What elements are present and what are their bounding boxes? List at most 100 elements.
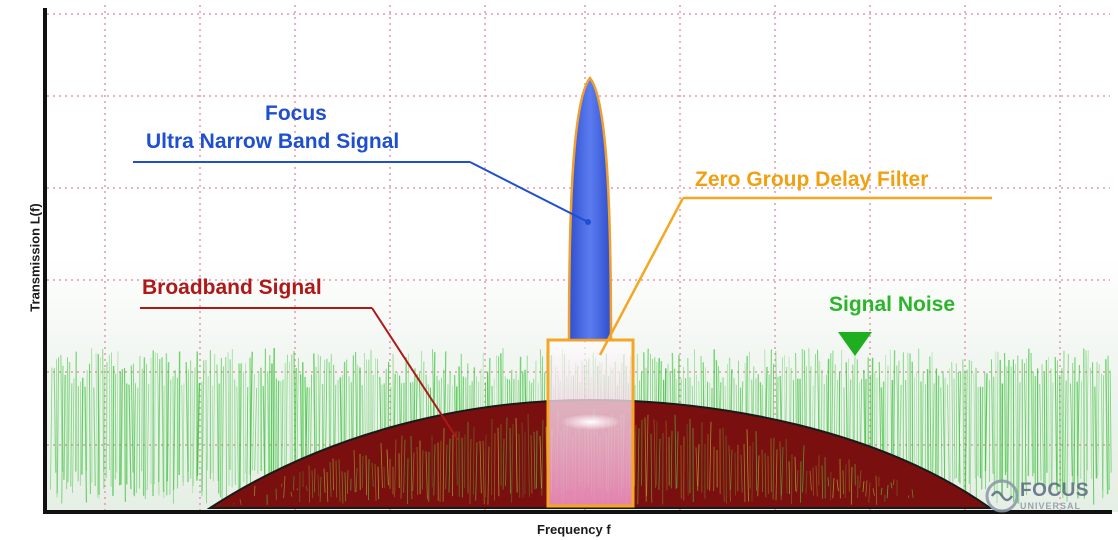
noise-stroke: [70, 383, 73, 487]
noise-stroke: [243, 371, 245, 483]
noise-stroke: [246, 387, 249, 492]
broadband-noise-stroke: [521, 422, 524, 498]
broadband-noise-stroke: [365, 455, 367, 496]
noise-stroke: [931, 383, 935, 488]
noise-stroke: [1076, 381, 1079, 499]
noise-stroke: [63, 374, 66, 480]
noise-stroke: [1077, 364, 1080, 476]
noise-stroke: [1101, 373, 1103, 491]
broadband-noise-stroke: [290, 491, 293, 497]
broadband-noise-stroke: [781, 447, 784, 496]
noise-stroke: [142, 357, 146, 496]
noise-stroke: [1004, 353, 1007, 476]
noise-stroke: [153, 352, 156, 485]
broadband-noise-stroke: [644, 417, 647, 502]
noise-stroke: [173, 370, 176, 490]
noise-stroke: [161, 357, 165, 492]
noise-stroke: [1054, 357, 1058, 490]
noise-stroke: [1017, 382, 1021, 504]
broadband-noise-stroke: [442, 427, 445, 502]
broadband-noise-stroke: [539, 436, 542, 489]
broadband-noise-stroke: [541, 419, 544, 496]
broadband-noise-stroke: [880, 487, 883, 496]
noise-stroke: [268, 355, 271, 494]
broadband-noise-stroke: [335, 460, 338, 498]
broadband-noise-stroke: [377, 466, 380, 500]
broadband-noise-stroke: [670, 430, 673, 489]
noise-stroke: [112, 366, 115, 496]
broadband-noise-stroke: [439, 440, 442, 503]
focus-label: Focus: [265, 102, 327, 125]
broadband-noise-stroke: [637, 428, 640, 505]
broadband-noise-stroke: [497, 427, 500, 497]
broadband-noise-stroke: [311, 470, 314, 499]
noise-stroke: [1015, 364, 1018, 498]
noise-stroke: [1061, 368, 1064, 493]
noise-stroke: [1062, 350, 1065, 499]
noise-stroke: [105, 362, 108, 479]
broadband-noise-stroke: [788, 461, 791, 495]
broadband-noise-stroke: [464, 434, 466, 488]
filter-pointer-line: [598, 197, 685, 356]
broadband-noise-stroke: [836, 479, 839, 492]
noise-stroke: [1070, 383, 1073, 476]
broadband-noise-stroke: [772, 437, 775, 500]
noise-stroke: [947, 384, 950, 493]
noise-stroke: [103, 367, 106, 472]
broadband-noise-stroke: [722, 427, 725, 503]
noise-stroke: [114, 373, 117, 480]
ultra-narrow-band-peak: [567, 76, 613, 342]
broadband-noise-stroke: [383, 467, 386, 489]
broadband-noise-stroke: [281, 483, 283, 488]
noise-stroke: [219, 358, 222, 498]
zero-group-delay-filter-label: Zero Group Delay Filter: [695, 168, 929, 191]
broadband-noise-stroke: [728, 445, 731, 502]
noise-stroke: [1094, 386, 1098, 479]
noise-stroke: [233, 379, 237, 486]
broadband-noise-stroke: [368, 459, 370, 501]
broadband-noise-stroke: [686, 423, 689, 496]
broadband-noise-stroke: [844, 464, 847, 498]
broadband-noise-stroke: [371, 462, 374, 488]
logo-wave-icon: [985, 479, 1018, 513]
broadband-noise-stroke: [410, 435, 413, 500]
noise-stroke: [973, 373, 976, 479]
noise-stroke: [158, 359, 161, 483]
x-axis-label: Frequency f: [537, 522, 611, 537]
broadband-noise-stroke: [491, 419, 493, 496]
broadband-noise-stroke: [875, 475, 878, 505]
noise-stroke: [144, 363, 148, 500]
broadband-noise-stroke: [344, 472, 347, 502]
noise-stroke: [192, 367, 196, 487]
noise-stroke: [101, 348, 105, 489]
noise-stroke: [97, 354, 100, 495]
noise-stroke: [66, 357, 68, 490]
broadband-noise-stroke: [485, 435, 487, 497]
noise-stroke: [990, 359, 994, 474]
noise-stroke: [181, 384, 184, 486]
noise-stroke: [61, 365, 64, 504]
noise-stroke: [206, 376, 209, 471]
noise-stroke: [929, 356, 932, 477]
broadband-noise-stroke: [319, 476, 322, 502]
broadband-noise-stroke: [469, 438, 472, 504]
broadband-noise-stroke: [757, 455, 760, 497]
broadband-noise-stroke: [815, 465, 818, 497]
noise-stroke: [1086, 350, 1089, 488]
noise-stroke: [1045, 360, 1048, 473]
broadband-noise-stroke: [892, 479, 895, 486]
focus-universal-logo: FOCUS UNIVERSAL: [984, 474, 1118, 518]
focus-pointer-line: [469, 161, 589, 223]
signal-noise-label: Signal Noise: [829, 293, 956, 316]
noise-stroke: [1097, 364, 1100, 477]
noise-stroke: [965, 369, 968, 505]
noise-stroke: [182, 383, 185, 483]
broadband-noise-stroke: [832, 477, 835, 499]
noise-stroke: [116, 351, 119, 473]
ultra-narrow-band-label: Ultra Narrow Band Signal: [146, 130, 400, 153]
broadband-noise-stroke: [794, 456, 797, 492]
broadband-noise-stroke: [530, 435, 533, 494]
broadband-noise-stroke: [326, 472, 329, 502]
noise-stroke: [1006, 359, 1010, 489]
